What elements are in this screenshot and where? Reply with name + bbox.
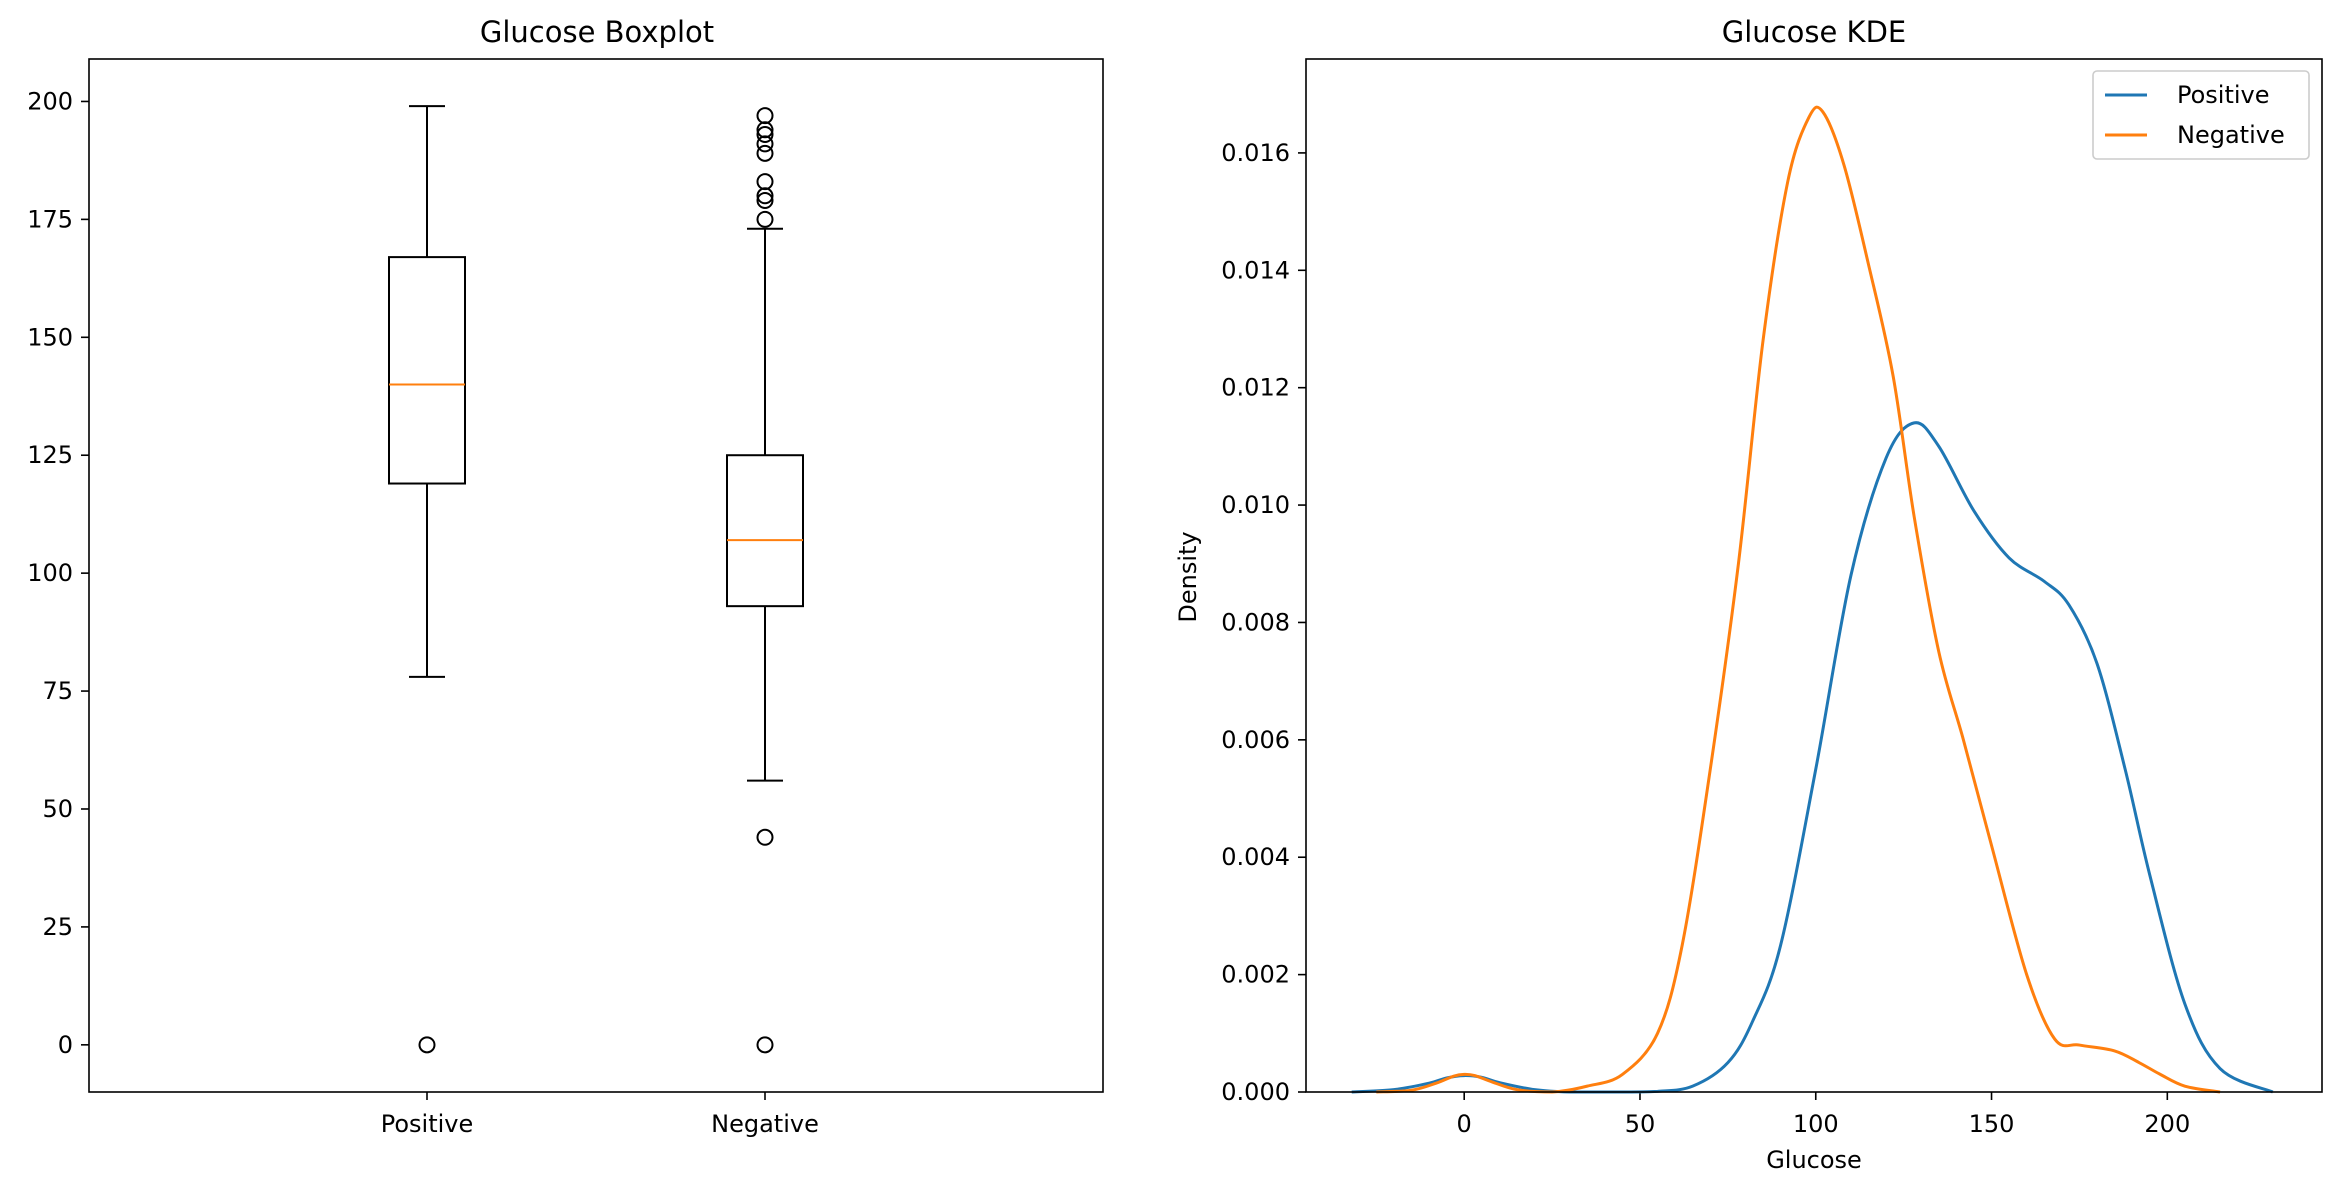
kde-title: Glucose KDE xyxy=(1722,15,1906,49)
boxplot-x-tick-label: Positive xyxy=(381,1110,474,1138)
kde-y-tick-label: 0.008 xyxy=(1221,608,1290,636)
boxplot-y-tick-label: 150 xyxy=(27,323,73,351)
boxplot-outlier xyxy=(756,828,774,846)
boxplot-y-tick-label: 200 xyxy=(27,87,73,115)
kde-y-tick-label: 0.006 xyxy=(1221,726,1290,754)
boxplot-x-tick-label: Negative xyxy=(711,1110,819,1138)
kde-axes-frame xyxy=(1305,58,2323,1093)
kde-x-axis-label: Glucose xyxy=(1766,1146,1862,1174)
boxplot-y-tick-label: 0 xyxy=(58,1031,73,1059)
legend-label-positive: Positive xyxy=(2177,81,2270,109)
kde-y-axis-label: Density xyxy=(1174,531,1202,622)
kde-y-tick-label: 0.016 xyxy=(1221,139,1290,167)
kde-y-tick-label: 0.014 xyxy=(1221,256,1290,284)
boxplot-box xyxy=(388,256,466,485)
kde-y-tick-label: 0.002 xyxy=(1221,961,1290,989)
kde-x-tick-label: 100 xyxy=(1793,1110,1839,1138)
boxplot-outlier xyxy=(756,173,774,191)
boxplot-y-tick-label: 175 xyxy=(27,205,73,233)
kde-x-tick-label: 200 xyxy=(2144,1110,2190,1138)
legend-frame xyxy=(2092,70,2310,160)
boxplot-title: Glucose Boxplot xyxy=(480,15,714,49)
kde-panel: Glucose KDE Glucose Density 0 50 100 150 200… xyxy=(1174,15,2323,1174)
boxplot-outlier xyxy=(756,125,774,143)
kde-y-tick-label: 0.004 xyxy=(1221,843,1290,871)
boxplot-outlier xyxy=(756,210,774,228)
kde-y-tick-label: 0.012 xyxy=(1221,374,1290,402)
kde-y-tick-label: 0.000 xyxy=(1221,1078,1290,1106)
kde-x-tick-label: 150 xyxy=(1969,1110,2015,1138)
boxplot-panel: Glucose Boxplot 0 25 50 75 100 125 150 175 200 Po… xyxy=(27,15,1104,1138)
boxplot-outlier xyxy=(756,144,774,162)
boxplot-axes-frame xyxy=(88,58,1104,1093)
boxplot-outlier xyxy=(756,192,774,210)
kde-line-negative xyxy=(1376,105,2221,1094)
boxplot-y-tick-label: 100 xyxy=(27,559,73,587)
boxplot-outlier xyxy=(756,1036,774,1054)
kde-x-tick-label: 0 xyxy=(1457,1110,1472,1138)
boxplot-y-tick-label: 75 xyxy=(42,677,73,705)
boxplot-y-tick-label: 50 xyxy=(42,795,73,823)
boxplot-box xyxy=(726,454,804,608)
boxplot-y-tick-label: 125 xyxy=(27,441,73,469)
boxplot-outlier xyxy=(418,1036,436,1054)
boxplot-outlier xyxy=(756,107,774,125)
kde-y-tick-label: 0.010 xyxy=(1221,491,1290,519)
legend-label-negative: Negative xyxy=(2177,121,2285,149)
boxplot-y-tick-label: 25 xyxy=(42,913,73,941)
kde-legend: Positive Negative xyxy=(2092,70,2310,160)
kde-x-tick-label: 50 xyxy=(1625,1110,1656,1138)
